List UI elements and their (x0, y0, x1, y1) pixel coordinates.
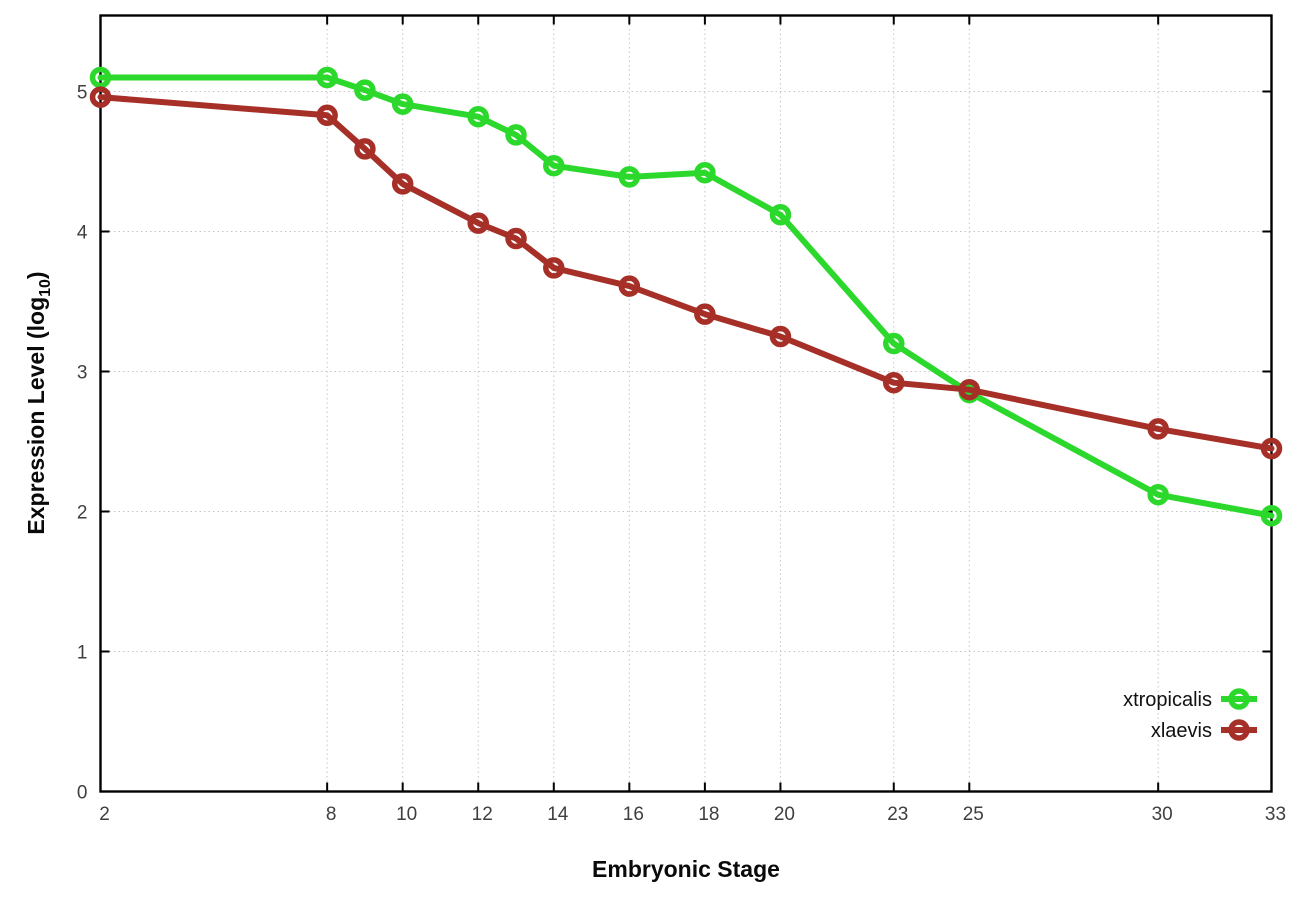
y-tick-label: 3 (77, 363, 88, 384)
data-point-marker-xtropicalis (769, 203, 792, 226)
data-point-marker-xlaevis (505, 227, 527, 250)
x-axis-title: Embryonic Stage (592, 856, 780, 882)
data-point-marker-xtropicalis (543, 154, 565, 177)
x-tick-label: 30 (1152, 804, 1173, 825)
legend-marker-icon (1228, 719, 1250, 741)
x-tick-label: 14 (547, 804, 569, 825)
data-point-marker-xlaevis (89, 86, 112, 108)
x-tick-label: 2 (99, 804, 110, 825)
data-point-marker-xtropicalis (1147, 483, 1169, 506)
data-point-marker-xlaevis (1147, 418, 1169, 440)
data-series (89, 66, 1283, 527)
x-tick-label: 18 (698, 804, 719, 825)
data-point-marker-xlaevis (769, 325, 792, 348)
series-line-xlaevis (97, 94, 1275, 452)
data-point-marker-xtropicalis (467, 105, 489, 128)
series-line-xtropicalis (97, 74, 1275, 519)
data-point-marker-xtropicalis (883, 332, 905, 355)
legend-entry-xtropicalis: xtropicalis (1123, 688, 1257, 711)
x-tick-label: 23 (887, 804, 908, 825)
data-point-marker-xlaevis (1260, 437, 1283, 460)
data-point-marker-xtropicalis (618, 166, 641, 188)
y-tick-label: 2 (77, 503, 88, 524)
data-point-marker-xtropicalis (505, 124, 527, 146)
data-point-marker-xtropicalis (89, 66, 112, 89)
data-point-marker-xlaevis (958, 378, 981, 401)
y-axis-title: Expression Level (log10) (23, 271, 54, 534)
x-tick-label: 20 (774, 804, 795, 825)
y-tick-label: 5 (77, 83, 88, 104)
data-point-marker-xtropicalis (1260, 504, 1283, 527)
data-point-marker-xlaevis (354, 138, 376, 160)
y-tick-label: 0 (77, 783, 88, 804)
legend-label: xtropicalis (1123, 689, 1212, 711)
data-point-marker-xlaevis (543, 257, 565, 279)
gridlines (100, 15, 1272, 792)
legend-marker-icon (1228, 688, 1250, 710)
legend-entry-xlaevis: xlaevis (1151, 719, 1257, 742)
axis-ticks (99, 15, 1273, 793)
x-tick-label: 16 (623, 804, 644, 825)
data-point-marker-xlaevis (618, 275, 641, 297)
x-tick-label: 25 (963, 804, 984, 825)
data-point-marker-xtropicalis (316, 66, 338, 89)
data-point-marker-xlaevis (883, 371, 905, 394)
x-tick-label: 10 (396, 804, 417, 825)
data-point-marker-xtropicalis (391, 93, 414, 115)
data-point-marker-xtropicalis (694, 161, 716, 184)
y-tick-label: 4 (77, 223, 88, 244)
data-point-marker-xtropicalis (354, 79, 376, 101)
data-point-marker-xlaevis (391, 173, 414, 195)
data-point-marker-xlaevis (316, 104, 338, 127)
plot-border (99, 14, 1273, 793)
legend-label: xlaevis (1151, 720, 1212, 742)
data-point-marker-xlaevis (694, 303, 716, 325)
x-tick-label: 8 (326, 804, 337, 825)
legend: xtropicalis xlaevis (1123, 688, 1257, 742)
data-point-marker-xlaevis (467, 212, 489, 234)
y-tick-label: 1 (77, 643, 88, 664)
x-tick-label: 12 (472, 804, 493, 825)
x-tick-label: 33 (1265, 804, 1286, 825)
